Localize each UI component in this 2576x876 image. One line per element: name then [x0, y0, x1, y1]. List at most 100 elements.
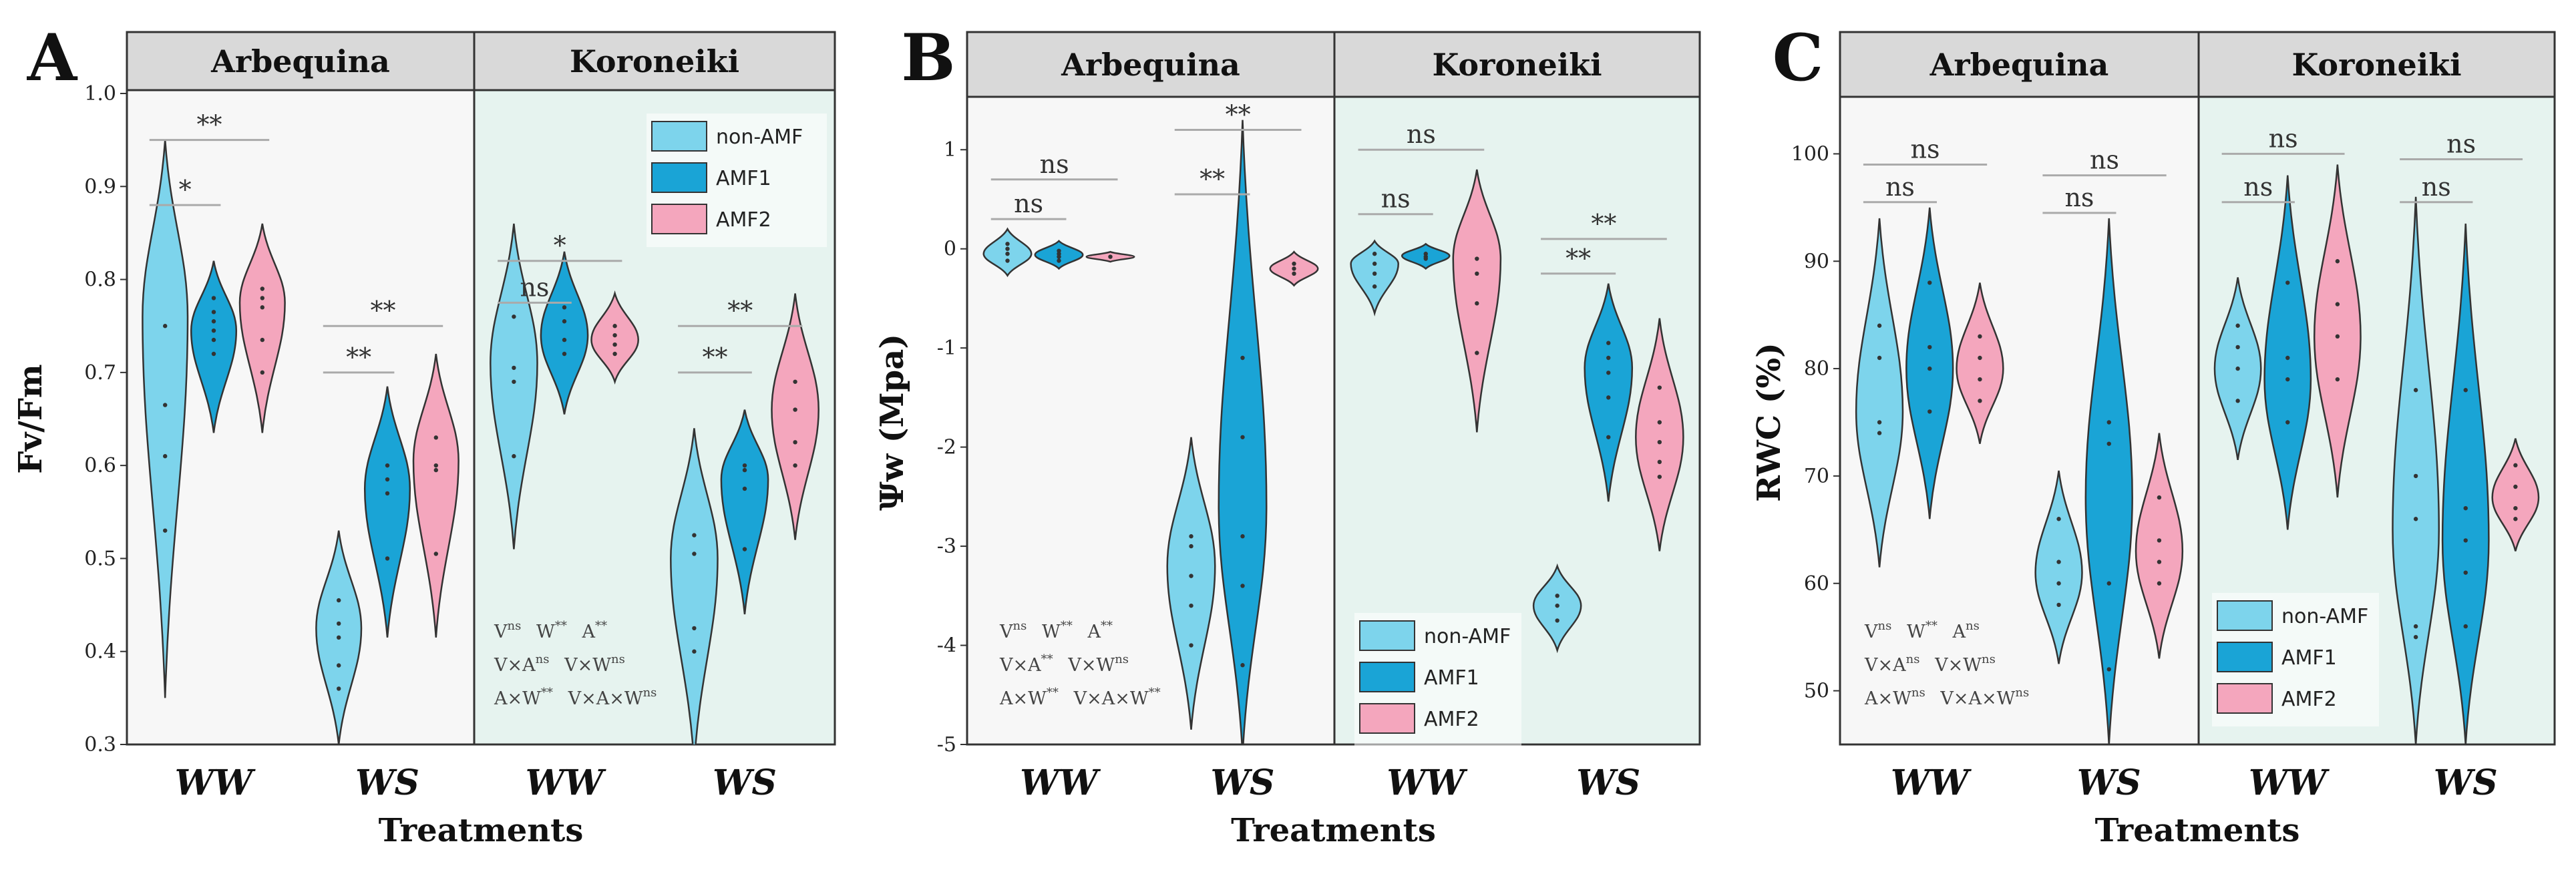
stats-baseline: [567, 622, 569, 642]
plot-frame: [126, 89, 836, 746]
data-point: [211, 337, 216, 343]
x-category-label-ww: WW: [1020, 762, 1101, 803]
data-point: [1372, 261, 1377, 266]
stats-significance: ns: [1878, 619, 1892, 633]
significance-label: **: [346, 343, 371, 372]
significance-label: **: [1566, 244, 1591, 273]
stats-significance: **: [1925, 619, 1938, 633]
data-point: [692, 552, 697, 556]
data-point: [433, 467, 438, 473]
violin-arbequina-ws-non-amf: [1166, 437, 1216, 730]
data-point: [1005, 251, 1010, 256]
data-point: [2513, 463, 2518, 468]
data-point: [2056, 602, 2061, 608]
stats-significance: ns: [1013, 619, 1027, 633]
stats-line: A×Wns V×A×Wns: [1864, 686, 2031, 709]
data-point: [163, 528, 168, 533]
data-point: [2285, 355, 2290, 361]
data-point: [1555, 594, 1559, 598]
y-tick-label: 0.6: [84, 454, 116, 477]
data-point: [1292, 271, 1296, 276]
stats-term: A: [1952, 622, 1966, 642]
violin-arbequina-ws-amf1: [363, 386, 411, 638]
data-point: [2056, 581, 2061, 586]
x-category-label-ws: WS: [2434, 762, 2498, 803]
stats-baseline: [1129, 655, 1131, 676]
legend-label-non-amf: non-AMF: [2281, 605, 2368, 628]
data-point: [692, 626, 697, 631]
violin-koroneiki-ww-amf2: [2313, 164, 2362, 498]
data-point: [2413, 388, 2418, 393]
data-point: [2413, 624, 2418, 629]
stats-line: Vns W** A**: [494, 619, 609, 642]
data-point: [1240, 663, 1245, 668]
violin-arbequina-ws-amf2: [2135, 433, 2184, 659]
violin-koroneiki-ws-amf2: [771, 293, 819, 540]
data-point: [2106, 581, 2111, 586]
strip-label-arbequina: Arbequina: [1929, 47, 2109, 83]
stats-baseline: [1059, 688, 1061, 709]
data-point: [260, 370, 264, 375]
violin-koroneiki-ws-amf1: [720, 409, 769, 615]
stats-baseline: [1073, 622, 1075, 642]
panel-letter: C: [1773, 20, 1823, 95]
significance-label: ns: [1381, 184, 1411, 214]
stats-significance: **: [1061, 619, 1073, 633]
violin-koroneiki-ww-amf2: [1452, 169, 1502, 433]
x-axis-title: Treatments: [2095, 812, 2300, 849]
y-tick-label: 0.3: [84, 733, 116, 756]
data-point: [2106, 667, 2111, 672]
data-point: [2463, 388, 2468, 393]
stats-line: A×W** V×A×W**: [999, 686, 1162, 709]
violin-arbequina-ww-amf2: [238, 223, 286, 433]
legend: non-AMF AMF1 AMF2: [2212, 593, 2379, 726]
stats-term: V: [1864, 622, 1878, 642]
data-point: [793, 440, 797, 445]
stats-baseline: [625, 655, 627, 676]
data-point: [2513, 484, 2518, 489]
legend-swatch-amf1: [651, 162, 707, 193]
data-point: [512, 454, 516, 459]
stats-term: V×W: [564, 655, 611, 676]
data-point: [2235, 399, 2240, 403]
data-point: [1555, 618, 1559, 623]
data-point: [1657, 439, 1662, 445]
stats-baseline: [521, 622, 523, 642]
stats-term: V: [999, 622, 1013, 642]
data-point: [337, 686, 341, 691]
data-point: [1189, 534, 1193, 539]
data-point: [260, 296, 264, 300]
stats-significance: **: [1101, 619, 1113, 633]
data-point: [1005, 246, 1010, 251]
stats-baseline: [1919, 655, 1921, 676]
data-point: [2157, 560, 2162, 564]
significance-label: **: [197, 110, 222, 140]
x-category-label-ws: WS: [1576, 762, 1640, 803]
x-category-label-ws: WS: [713, 762, 777, 803]
panel-a: Arbequina Koroneiki 0.3 0.4 0.5 0.6 0.7 0.8 0.9 1…: [12, 20, 836, 849]
violin-layer: [142, 140, 819, 744]
data-point: [211, 319, 216, 324]
y-tick-label: 60: [1804, 572, 1829, 596]
stats-baseline: [1938, 622, 1940, 642]
strip-label-koroneiki: Koroneiki: [1432, 47, 1602, 83]
stats-line: V×A** V×Wns: [999, 652, 1131, 676]
data-point: [2463, 624, 2468, 629]
legend-swatch-non-amf: [2217, 600, 2273, 631]
data-point: [1555, 603, 1559, 608]
stats-baseline: [1980, 622, 1982, 642]
significance-label: ns: [1014, 189, 1043, 218]
significance-label: **: [1200, 164, 1225, 194]
stats-term: V: [494, 622, 508, 642]
violin-koroneiki-ws-non-amf: [1532, 563, 1582, 654]
legend-swatch-non-amf: [1359, 620, 1415, 651]
y-tick-label: 0.9: [84, 175, 116, 198]
y-axis-title: Fv/Fm: [12, 364, 49, 473]
y-tick-label: 1: [944, 138, 956, 162]
legend-swatch-amf2: [1359, 703, 1415, 734]
data-point: [562, 337, 567, 343]
data-point: [692, 649, 697, 654]
violin-arbequina-ws-amf2: [412, 353, 459, 638]
y-tick-label: -3: [937, 535, 956, 558]
legend-swatch-non-amf: [651, 121, 707, 152]
